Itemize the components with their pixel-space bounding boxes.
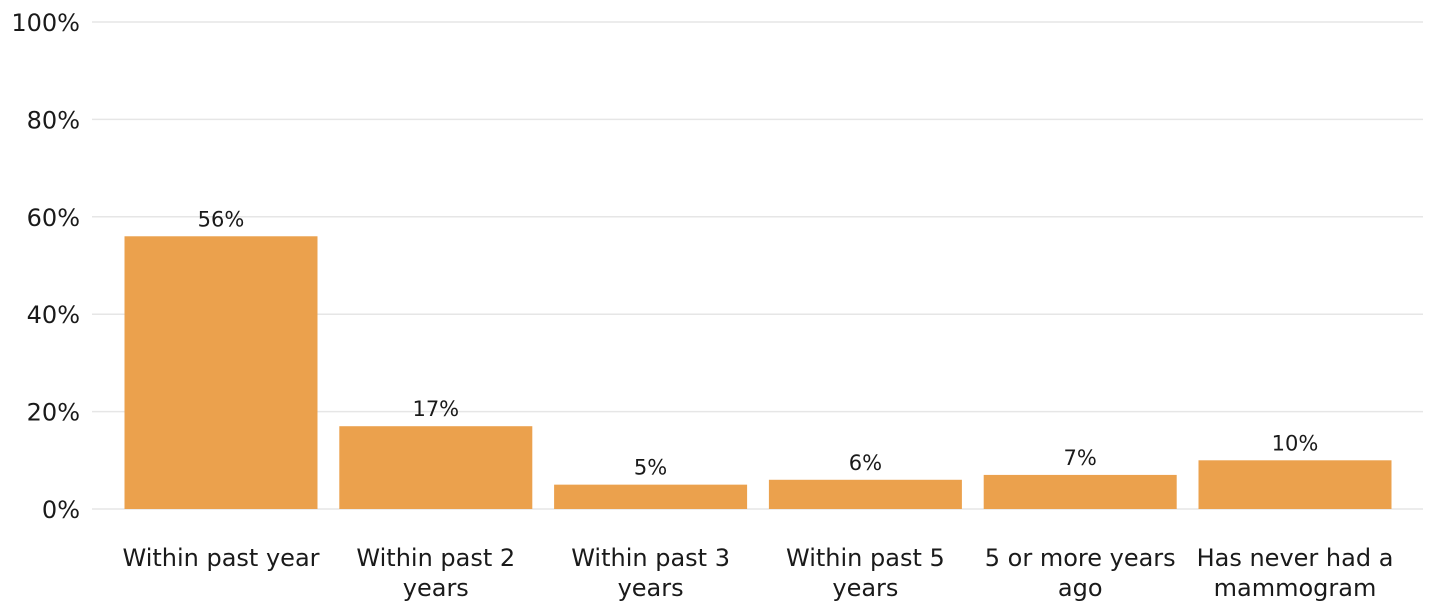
- category-label: Has never had a mammogram: [1197, 544, 1394, 602]
- y-tick-label: 100%: [11, 9, 80, 37]
- bar: [1198, 460, 1392, 509]
- y-axis-tick-labels: 0% 20% 40% 60% 80% 100%: [11, 9, 80, 524]
- y-tick-label: 40%: [27, 301, 80, 329]
- bar: [983, 474, 1177, 509]
- bar: [768, 479, 962, 509]
- data-label: 17%: [412, 397, 459, 421]
- y-tick-label: 60%: [27, 204, 80, 232]
- y-tick-label: 20%: [27, 399, 80, 427]
- category-label: Within past 3 years: [571, 544, 730, 602]
- category-label: Within past 2 years: [356, 544, 515, 602]
- bar: [124, 236, 318, 509]
- data-label: 5%: [634, 456, 667, 480]
- data-label: 10%: [1272, 431, 1319, 455]
- y-tick-label: 0%: [42, 496, 80, 524]
- data-label: 6%: [849, 451, 882, 475]
- y-tick-label: 80%: [27, 106, 80, 134]
- category-label: Within past 5 years: [786, 544, 945, 602]
- data-labels: 56% 17% 5% 6% 7% 10%: [198, 207, 1319, 479]
- bar: [339, 426, 533, 509]
- category-label: Within past year: [122, 544, 319, 572]
- bar: [554, 484, 748, 509]
- bars: [124, 236, 1392, 509]
- category-label: 5 or more years ago: [985, 544, 1176, 602]
- data-label: 7%: [1064, 446, 1097, 470]
- data-label: 56%: [198, 207, 245, 231]
- x-axis-category-labels: Within past year Within past 2 years Within…: [122, 544, 1393, 602]
